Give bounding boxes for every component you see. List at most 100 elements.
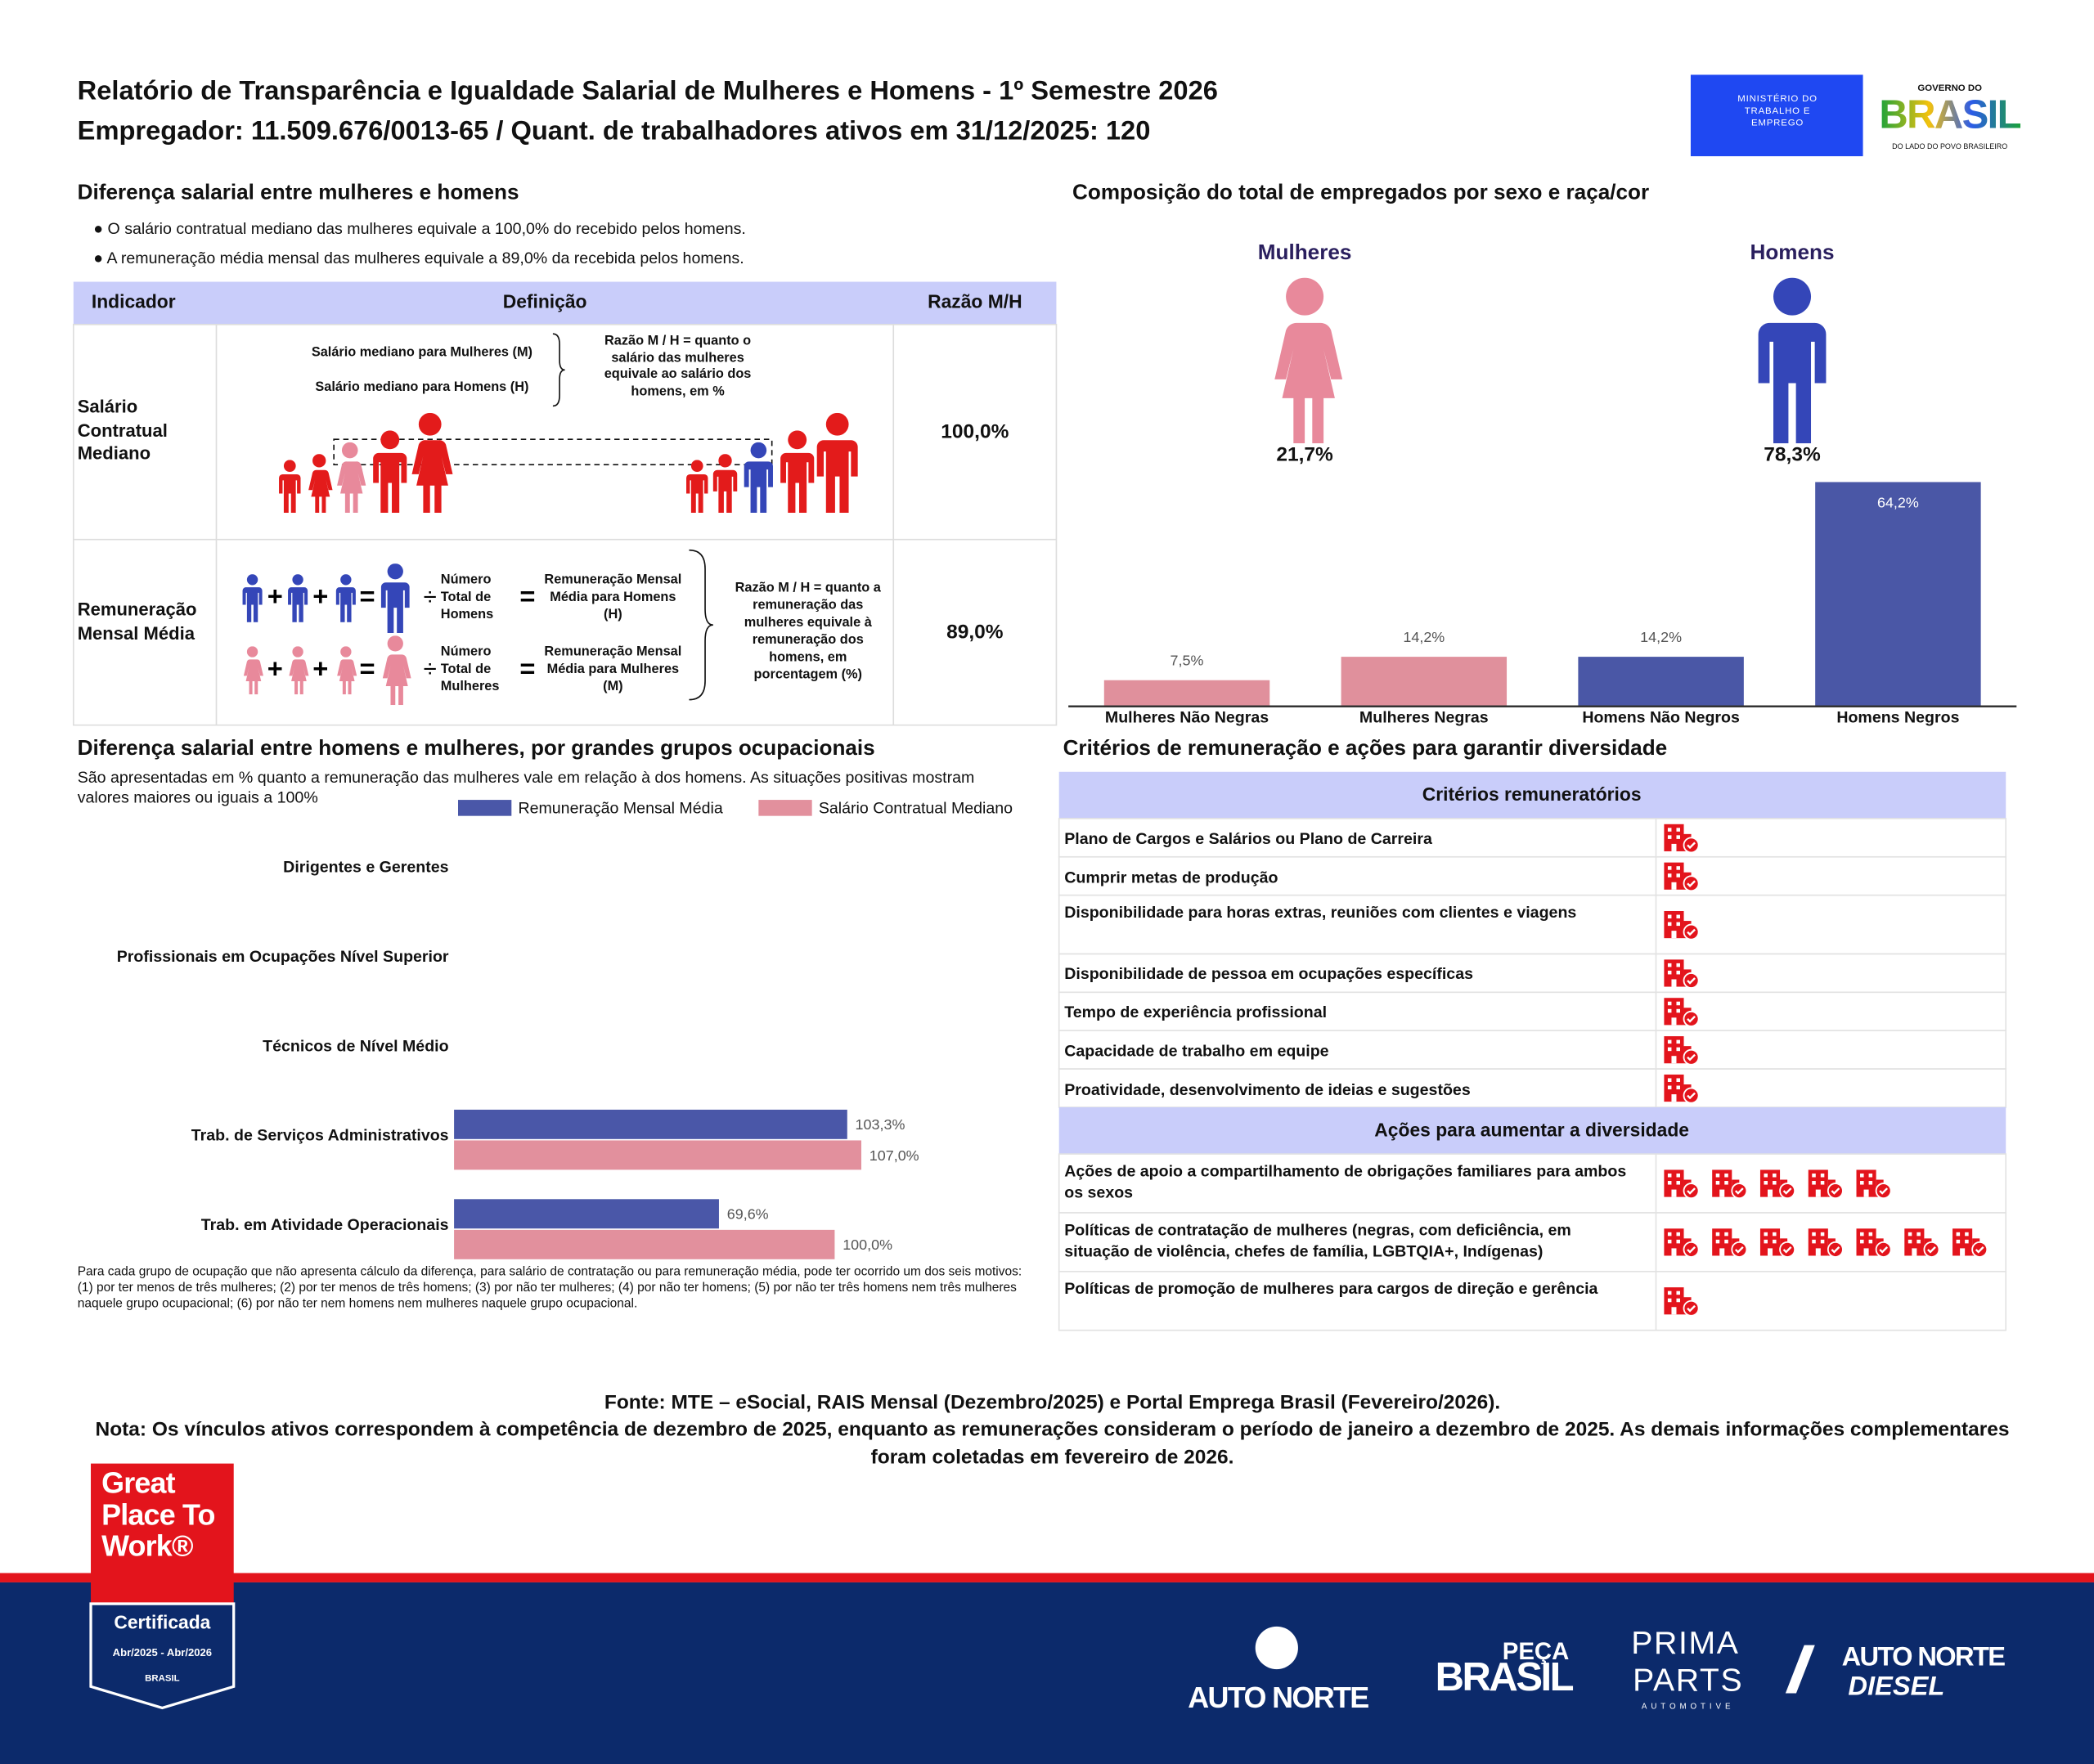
sex-figure	[1274, 277, 1343, 444]
definition-label: Número Total de Mulheres	[440, 644, 500, 695]
person-icon	[780, 430, 815, 514]
bullet: ● O salário contratual mediano das mulhe…	[93, 220, 746, 238]
bar	[454, 1229, 835, 1259]
person-icon	[686, 460, 708, 514]
badge-country: BRASIL	[145, 1674, 179, 1684]
definition-note-box: Razão M / H = quanto o salário das mulhe…	[604, 334, 752, 398]
category-label: Dirigentes e Gerentes	[283, 859, 448, 877]
source: Fonte: MTE – eSocial, RAIS Mensal (Dezem…	[604, 1392, 1500, 1414]
indicator: Salário Contratual Mediano	[77, 396, 168, 464]
person-icon	[308, 454, 333, 514]
criteria-label-box: Disponibilidade para horas extras, reuni…	[1064, 903, 1577, 922]
criteria-label: Plano de Cargos e Salários ou Plano de C…	[1064, 829, 1432, 848]
category-label: Homens Negros	[1836, 709, 1959, 727]
criteria-row	[1058, 894, 2007, 955]
ministry-name-box: MINISTÉRIO DO TRABALHO E EMPREGO	[1737, 94, 1818, 128]
footer-band	[0, 1582, 2094, 1764]
criteria-label-box: Plano de Cargos e Salários ou Plano de C…	[1064, 829, 1432, 848]
brand: BRASIL	[1436, 1655, 1574, 1699]
title: Relatório de Transparência e Igualdade S…	[78, 74, 1218, 105]
criteria-label: Políticas de contratação de mulheres (ne…	[1064, 1220, 1571, 1261]
value-label: 69,6%	[727, 1206, 769, 1223]
legend-label: Remuneração Mensal Média	[518, 800, 722, 818]
criteria-row	[1058, 1068, 2007, 1108]
table-header-cell: Razão M/H	[928, 291, 1022, 312]
criteria-label-box: Ações de apoio a compartilhamento de obr…	[1064, 1162, 1626, 1202]
person-icon	[289, 646, 309, 695]
sex-label: Homens	[1750, 240, 1835, 264]
operator: =	[519, 653, 535, 683]
gov-slogan: DO LADO DO POVO BRASILEIRO	[1892, 142, 2007, 150]
criteria-label: Proatividade, desenvolvimento de ideias …	[1064, 1079, 1471, 1099]
table-header-cell: Indicador	[92, 291, 176, 312]
subtitle: Empregador: 11.509.676/0013-65 / Quant. …	[78, 114, 1151, 145]
value-label: 107,0%	[870, 1147, 919, 1164]
footnote: Para cada grupo de ocupação que não apre…	[77, 1264, 1022, 1312]
ministry-name: MINISTÉRIO DO TRABALHO E EMPREGO	[1737, 94, 1818, 128]
legend-swatch	[758, 800, 812, 816]
criteria-row	[1058, 991, 2007, 1032]
criteria-label: Disponibilidade para horas extras, reuni…	[1064, 903, 1577, 922]
bar	[454, 1140, 861, 1170]
category-label: Mulheres Negras	[1359, 709, 1489, 727]
definition-label-box: Número Total de Homens	[441, 572, 493, 622]
criteria-label: Políticas de promoção de mulheres para c…	[1064, 1279, 1598, 1299]
badge-name: Great Place To Work®	[101, 1467, 215, 1563]
definition-note: Razão M / H = quanto a remuneração das m…	[735, 581, 881, 683]
bar	[1103, 680, 1270, 707]
operator: =	[359, 581, 375, 611]
ratio: 89,0%	[946, 621, 1004, 643]
criteria-label-box: Disponibilidade de pessoa em ocupações e…	[1064, 965, 1473, 984]
category-label: Trab. em Atividade Operacionais	[201, 1216, 449, 1234]
brand-mark	[1785, 1645, 1815, 1694]
sex-value: 78,3%	[1764, 443, 1821, 465]
footnote-box: Para cada grupo de ocupação que não apre…	[77, 1264, 1022, 1312]
ratio: 100,0%	[941, 421, 1009, 443]
value-label: 14,2%	[1403, 629, 1445, 645]
definition-label-box: Remuneração Mensal Média para Homens (H)	[544, 572, 682, 622]
criteria-header	[1058, 771, 2006, 819]
badge-top	[91, 1463, 234, 1605]
criteria-label-box: Políticas de promoção de mulheres para c…	[1064, 1279, 1598, 1299]
person-icon	[279, 460, 301, 514]
brand: AUTO NORTE	[1188, 1681, 1368, 1714]
value-label: 7,5%	[1171, 653, 1204, 669]
value-label: 64,2%	[1877, 494, 1919, 510]
criteria-label: Cumprir metas de produção	[1064, 867, 1278, 886]
chart-subtitle-box: São apresentadas em % quanto a remuneraç…	[77, 767, 975, 807]
gov-top: GOVERNO DO	[1917, 83, 1982, 93]
chart-subtitle: São apresentadas em % quanto a remuneraç…	[77, 767, 975, 807]
criteria-label-box: Proatividade, desenvolvimento de ideias …	[1064, 1079, 1471, 1099]
sex-figure	[1758, 277, 1827, 444]
definition-label-box: Remuneração Mensal Média para Mulheres (…	[544, 645, 681, 694]
person-icon	[337, 442, 366, 514]
brace	[689, 549, 713, 701]
person-icon	[373, 430, 407, 514]
criteria-label-box: Cumprir metas de produção	[1064, 867, 1278, 886]
bar	[454, 1199, 719, 1229]
criteria-row	[1058, 1270, 2007, 1331]
category-label: Técnicos de Nível Médio	[263, 1037, 448, 1055]
note: Nota: Os vínculos ativos correspondem à …	[95, 1418, 2010, 1470]
footer-stripe	[0, 1573, 2094, 1582]
operator: +	[267, 653, 283, 683]
table-header-cell: Definição	[503, 291, 587, 312]
person-icon	[380, 563, 410, 633]
chart-title: Composição do total de empregados por se…	[1072, 180, 1649, 204]
badge-name-box: Great Place To Work®	[101, 1467, 215, 1563]
badge-shield	[89, 1602, 236, 1710]
brand-mark	[1255, 1626, 1298, 1670]
definition-label: Remuneração Mensal Média para Homens (H)	[544, 572, 682, 622]
bar	[1341, 657, 1508, 707]
bar	[454, 1109, 847, 1139]
person-icon	[816, 412, 858, 514]
definition-label-box: Número Total de Mulheres	[440, 644, 500, 695]
bar	[1578, 657, 1744, 707]
section-title: Critérios de remuneração e ações para ga…	[1063, 735, 1668, 760]
category-label: Mulheres Não Negras	[1105, 709, 1269, 727]
category-label: Homens Não Negros	[1582, 709, 1740, 727]
operator: +	[267, 581, 283, 611]
bullet: ● A remuneração média mensal das mulhere…	[93, 249, 744, 267]
value-label: 14,2%	[1640, 629, 1682, 645]
